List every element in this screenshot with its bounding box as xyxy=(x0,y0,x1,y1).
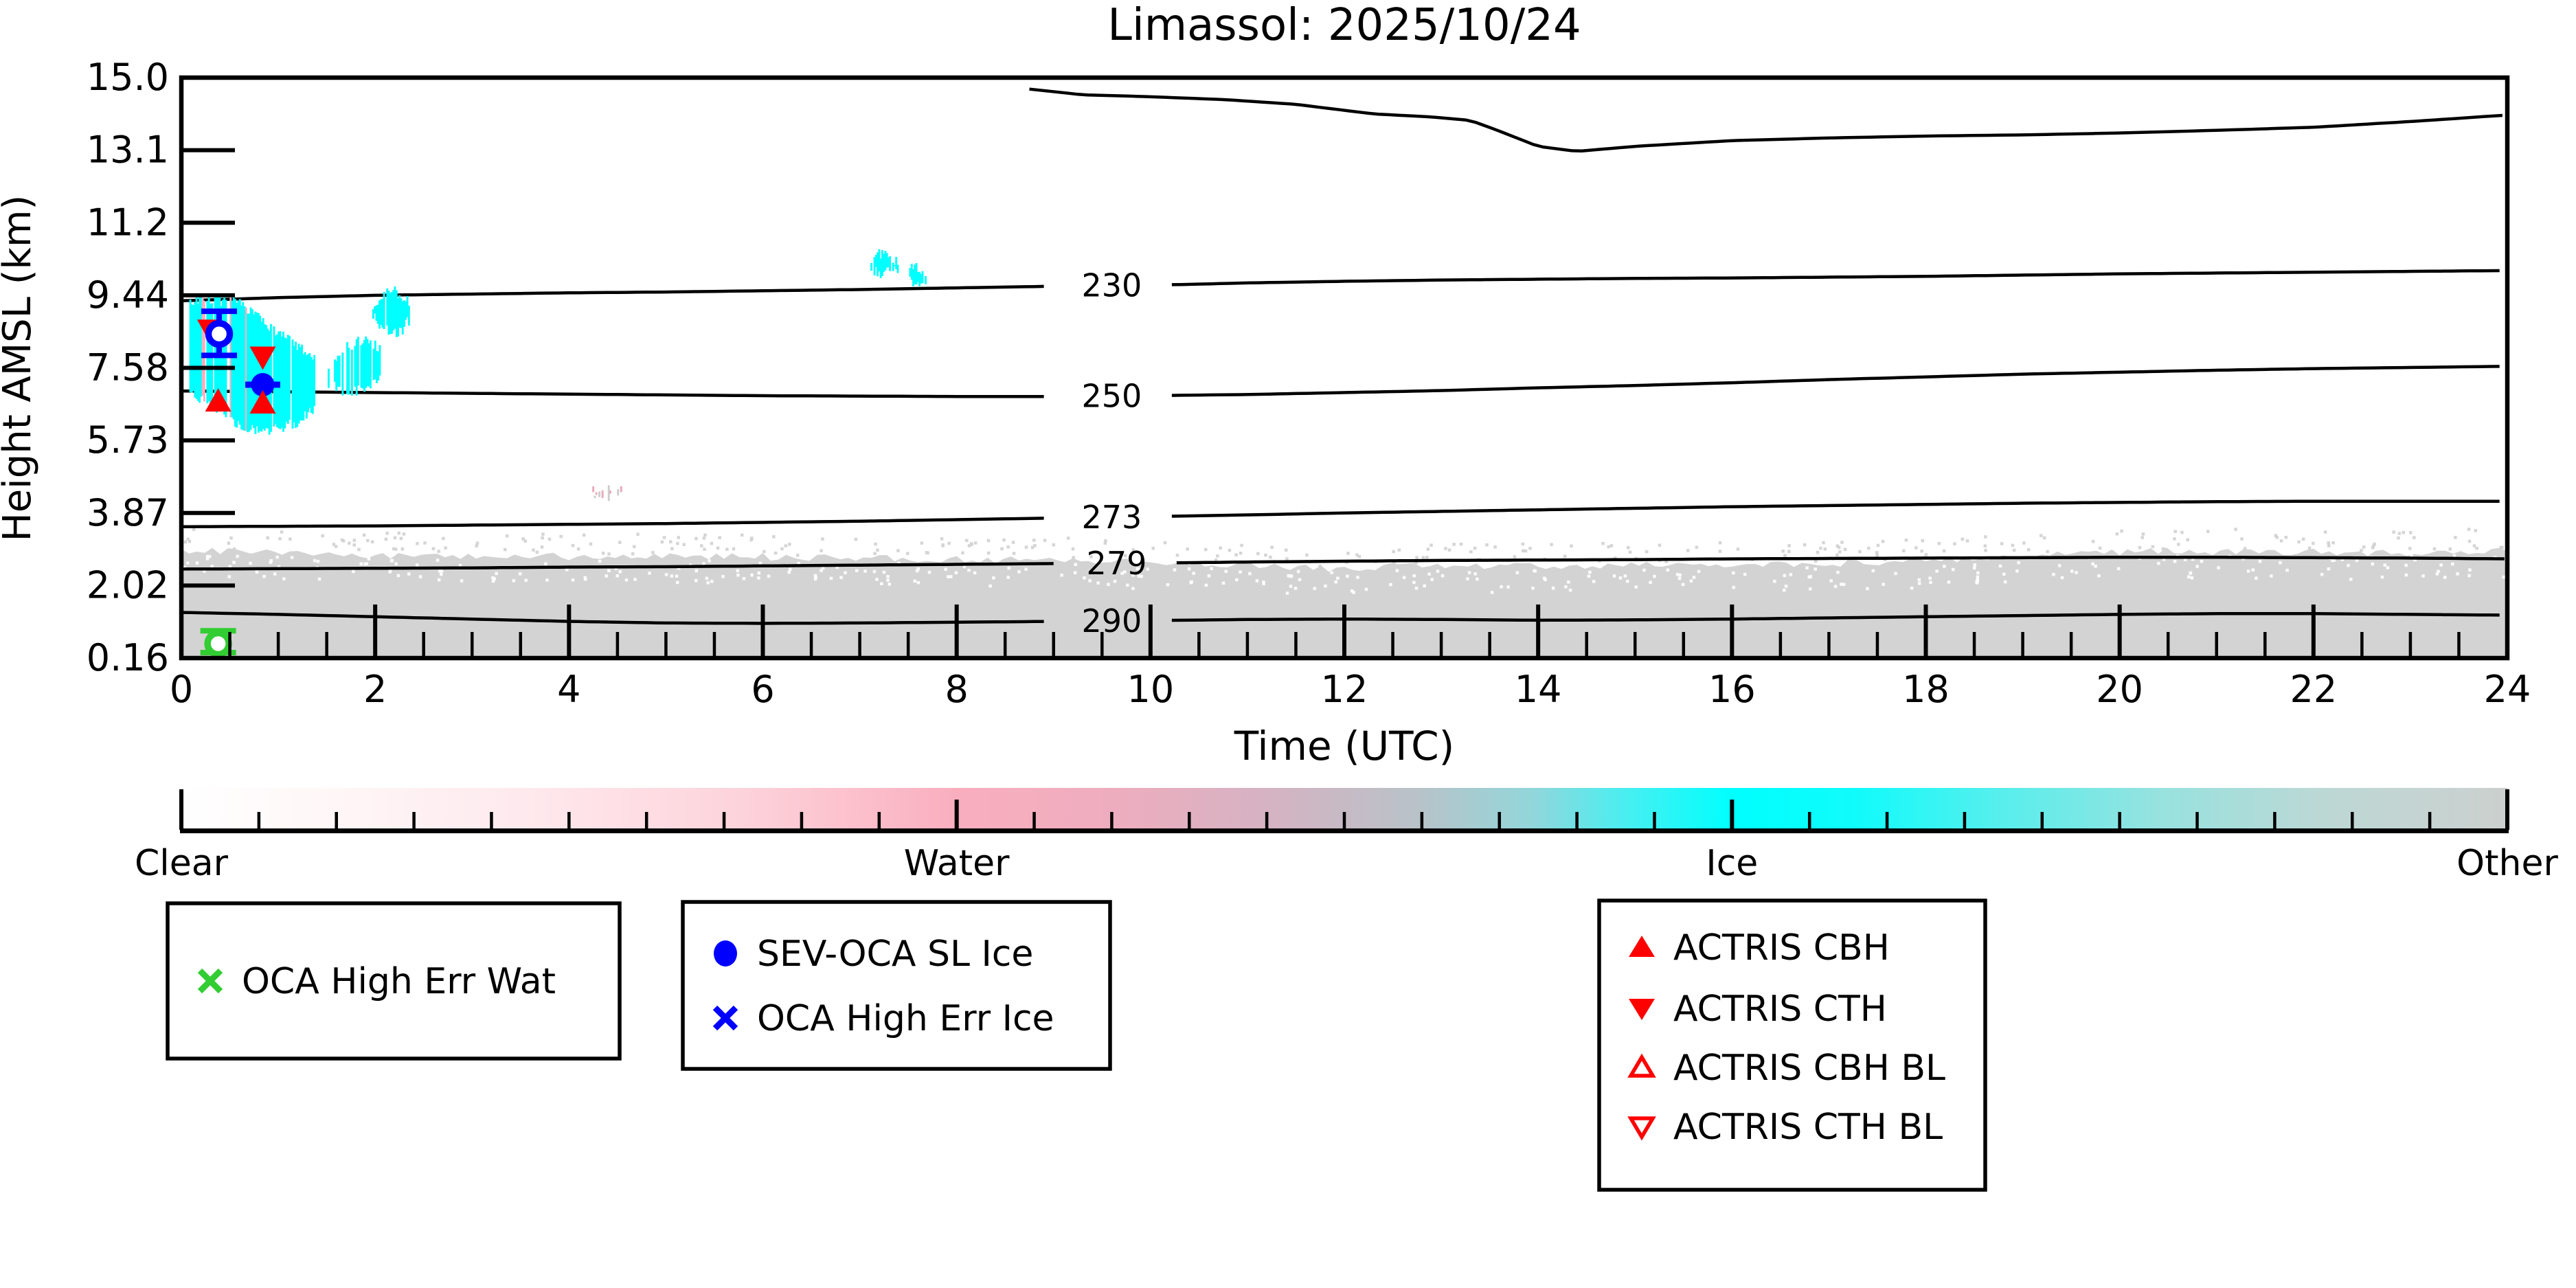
colorbar-label-other: Other xyxy=(2456,843,2558,884)
y-tick-label: 5.73 xyxy=(87,418,169,462)
isotherm-label-273: 273 xyxy=(1081,499,1142,536)
tick-labels: 0 2 4 6 8 10 12 14 16 18 20 22 2415.013.111.29.447.5… xyxy=(87,56,2531,711)
y-tick-label: 7.58 xyxy=(87,346,169,389)
legend-entry-label: ACTRIS CTH xyxy=(1673,988,1887,1030)
isotherm-label-279: 279 xyxy=(1087,545,1147,582)
isotherm-label-230: 230 xyxy=(1081,267,1142,304)
x-axis-label: Time (UTC) xyxy=(1234,723,1455,769)
legend-entry-label: SEV-OCA SL Ice xyxy=(757,934,1033,975)
colorbar-label-water: Water xyxy=(904,843,1010,884)
isotherm-top xyxy=(1029,87,2503,152)
marker-green-open-circle-errorbar xyxy=(200,628,236,658)
chart-title: Limassol: 2025/10/24 xyxy=(1107,0,1581,51)
legend-entry-label: OCA High Err Ice xyxy=(757,998,1054,1039)
x-tick-label: 24 xyxy=(2484,668,2531,711)
plot-frame xyxy=(179,75,2510,661)
isotherm-290: 290 xyxy=(181,602,2500,640)
y-tick-label: 13.1 xyxy=(87,128,169,172)
x-tick-label: 22 xyxy=(2290,668,2337,711)
x-tick-label: 20 xyxy=(2096,668,2143,711)
colorbar-label-clear: Clear xyxy=(135,843,229,884)
marker-red-down-triangle xyxy=(249,346,276,370)
legend-entry-label: OCA High Err Wat xyxy=(242,961,556,1002)
isotherm-label-290: 290 xyxy=(1081,602,1142,640)
y-tick-label: 2.02 xyxy=(87,563,169,607)
x-tick-label: 14 xyxy=(1515,668,1562,711)
x-tick-label: 16 xyxy=(1708,668,1756,711)
marker-red-up-triangle-1 xyxy=(205,388,231,412)
isotherm-250: 250 xyxy=(181,365,2500,414)
x-tick-label: 10 xyxy=(1127,668,1174,711)
legend-oca-ice: SEV-OCA SL Ice OCA High Err Ice xyxy=(681,900,1112,1071)
marker-blue-open-circle-errorbar xyxy=(201,308,238,359)
x-tick-label: 2 xyxy=(363,668,387,711)
legend-actris: ACTRIS CBH ACTRIS CTH ACTRIS CBH BL ACTRIS … xyxy=(1597,899,1987,1192)
x-tick-label: 12 xyxy=(1321,668,1368,711)
y-tick-label: 9.44 xyxy=(87,273,169,317)
cloud-phase-pixels xyxy=(189,249,927,501)
colorbar-label-ice: Ice xyxy=(1706,843,1758,884)
phase-colorbar: Clear Water Ice Other xyxy=(135,788,2558,884)
retrieval-markers xyxy=(196,308,280,658)
marker-blue-filled-circle-errorbar xyxy=(245,373,280,397)
marker-red-up-triangle-2 xyxy=(249,390,276,414)
legend-oca-water: OCA High Err Wat xyxy=(166,901,622,1061)
y-tick-label: 15.0 xyxy=(87,56,169,99)
clutter-speckle xyxy=(183,528,2509,595)
isotherm-273: 273 xyxy=(181,499,2500,536)
y-axis-label: Height AMSL (km) xyxy=(0,195,40,542)
y-tick-label: 3.87 xyxy=(87,491,169,534)
axis-ticks xyxy=(179,76,2509,660)
x-tick-label: 6 xyxy=(751,668,774,711)
isotherm-230: 230 xyxy=(181,267,2500,304)
plot-area: 230 250 273 279 290 xyxy=(179,75,2510,661)
isotherm-279: 279 xyxy=(181,545,2505,582)
x-tick-label: 18 xyxy=(1902,668,1950,711)
x-tick-label: 4 xyxy=(557,668,580,711)
x-tick-label: 0 xyxy=(170,668,193,711)
isotherm-label-250: 250 xyxy=(1081,377,1142,414)
x-tick-label: 8 xyxy=(945,668,968,711)
legend-entry-label: ACTRIS CBH BL xyxy=(1673,1048,1945,1089)
y-tick-label: 0.16 xyxy=(87,636,169,679)
y-tick-label: 11.2 xyxy=(87,201,169,244)
legend-entry-label: ACTRIS CBH xyxy=(1673,927,1890,969)
legend-entry-label: ACTRIS CTH BL xyxy=(1673,1107,1943,1148)
